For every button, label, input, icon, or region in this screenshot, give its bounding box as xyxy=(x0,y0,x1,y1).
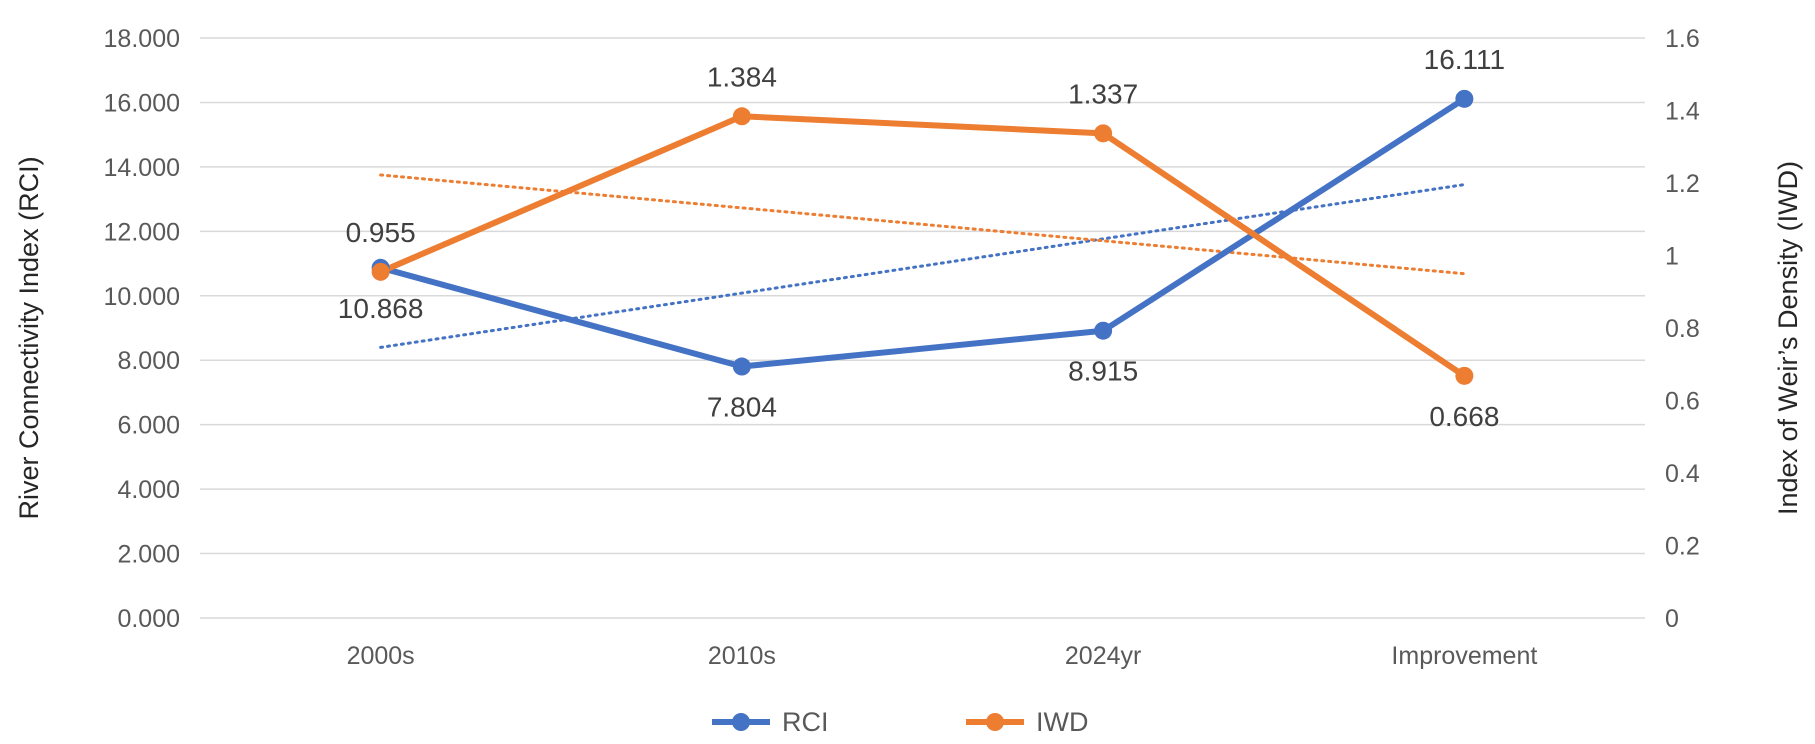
x-tick-label: 2010s xyxy=(708,642,776,670)
y-tick-label: 0.000 xyxy=(117,605,180,633)
iwd-data-label: 1.384 xyxy=(707,61,777,92)
legend-rci-marker xyxy=(732,713,750,731)
legend-rci-label: RCI xyxy=(782,707,829,737)
x-tick-label: 2000s xyxy=(347,642,415,670)
data-points xyxy=(371,89,1474,385)
y-tick-label: 4.000 xyxy=(117,476,180,504)
rci-point xyxy=(732,357,751,376)
rci-point xyxy=(1094,321,1113,340)
y-axis-title: River Connectivity Index (RCI) xyxy=(14,156,44,519)
rci-data-label: 7.804 xyxy=(707,392,777,423)
data-labels: 10.868 7.804 8.915 16.111 0.955 1.384 1.337 0.6… xyxy=(338,44,1505,432)
iwd-data-label: 1.337 xyxy=(1068,78,1138,109)
legend-item-iwd[interactable]: IWD xyxy=(966,707,1088,737)
x-tick-label: 2024yr xyxy=(1065,642,1141,670)
series-lines xyxy=(377,95,1468,379)
y-tick-label: 16.000 xyxy=(104,89,180,117)
legend-item-rci[interactable]: RCI xyxy=(712,707,829,737)
y-tick-label: 8.000 xyxy=(117,347,180,375)
y-tick-label: 2.000 xyxy=(117,541,180,569)
x-tick-label: Improvement xyxy=(1391,642,1537,670)
iwd-data-label: 0.668 xyxy=(1429,401,1499,432)
right-axis-ticks: 0 0.2 0.4 0.6 0.8 1 1.2 1.4 1.6 xyxy=(1665,25,1700,633)
y2-tick-label: 0.2 xyxy=(1665,533,1700,561)
iwd-data-label: 0.955 xyxy=(346,217,416,248)
iwd-line xyxy=(377,113,1468,379)
y-tick-label: 10.000 xyxy=(104,283,180,311)
y2-tick-label: 0.8 xyxy=(1665,315,1700,343)
iwd-point xyxy=(732,107,751,126)
iwd-point xyxy=(1455,366,1474,385)
rci-line xyxy=(377,95,1468,370)
x-axis-ticks: 2000s 2010s 2024yr Improvement xyxy=(347,642,1538,670)
rci-data-label: 16.111 xyxy=(1424,44,1505,75)
y-tick-label: 14.000 xyxy=(104,154,180,182)
legend-iwd-marker xyxy=(986,713,1004,731)
legend: RCI IWD xyxy=(712,707,1088,737)
y2-tick-label: 1.6 xyxy=(1665,25,1700,53)
rci-data-label: 8.915 xyxy=(1068,356,1138,387)
y2-axis-title: Index of Weir’s Density (IWD) xyxy=(1773,161,1803,515)
y2-tick-label: 0 xyxy=(1665,605,1679,633)
legend-iwd-label: IWD xyxy=(1036,707,1088,737)
y2-tick-label: 1.2 xyxy=(1665,170,1700,198)
gridlines xyxy=(200,37,1645,619)
y-tick-label: 18.000 xyxy=(104,25,180,53)
y2-tick-label: 1.4 xyxy=(1665,98,1700,126)
iwd-trendline xyxy=(379,173,1466,276)
iwd-point xyxy=(371,262,390,281)
iwd-point xyxy=(1094,124,1113,143)
y2-tick-label: 0.6 xyxy=(1665,388,1700,416)
y-tick-label: 6.000 xyxy=(117,412,180,440)
rci-point xyxy=(1455,89,1474,108)
left-axis-ticks: 0.000 2.000 4.000 6.000 8.000 10.000 12.000 14.… xyxy=(104,25,180,633)
y2-tick-label: 1 xyxy=(1665,243,1679,271)
y-tick-label: 12.000 xyxy=(104,218,180,246)
y2-tick-label: 0.4 xyxy=(1665,460,1700,488)
rci-data-label: 10.868 xyxy=(338,293,424,324)
